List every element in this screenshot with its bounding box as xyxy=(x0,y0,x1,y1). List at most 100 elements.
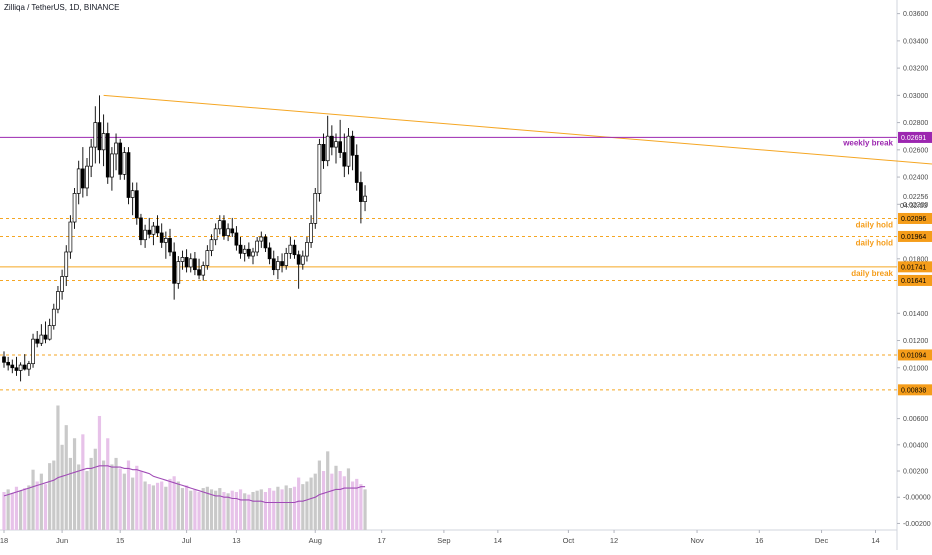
volume-bar xyxy=(85,471,89,530)
volume-bar xyxy=(342,476,346,530)
volume-bar xyxy=(230,490,234,530)
candle-body xyxy=(213,228,218,241)
volume-bar xyxy=(60,444,64,530)
candle-body xyxy=(72,193,77,223)
volume-bar xyxy=(359,484,363,530)
volume-bar xyxy=(218,488,222,530)
price-tick-label: 0.01000 xyxy=(903,365,928,372)
time-tick-label: Sep xyxy=(437,536,450,545)
candle-body xyxy=(22,364,27,370)
candle-body xyxy=(292,244,297,256)
volume-bar xyxy=(176,481,180,530)
volume-bar xyxy=(243,493,247,530)
time-tick-label: 18 xyxy=(0,536,8,545)
volume-bar xyxy=(193,489,197,530)
candle-body xyxy=(288,244,293,254)
candle-body xyxy=(164,238,168,243)
volume-bar xyxy=(209,489,214,530)
candle-body xyxy=(6,361,11,366)
candle-body xyxy=(321,144,326,162)
volume-bar xyxy=(247,494,251,530)
candle-body xyxy=(334,141,338,148)
time-tick-label: 16 xyxy=(755,536,763,545)
candle-body xyxy=(342,152,347,167)
candle-body xyxy=(43,334,48,340)
time-tick-label: Jun xyxy=(56,536,68,545)
candle-body xyxy=(234,232,239,246)
volume-bar xyxy=(234,491,238,530)
candle-body xyxy=(147,229,152,235)
price-level-label: 0.01964 xyxy=(901,234,926,241)
candle-body xyxy=(97,122,102,151)
price-tick-label: 0.02800 xyxy=(903,120,928,127)
volume-bar xyxy=(214,490,218,530)
candle-body xyxy=(27,363,31,370)
volume-bar xyxy=(255,490,259,530)
price-level-label-bg xyxy=(898,230,932,242)
price-tick-label: 0.01200 xyxy=(903,338,928,345)
time-tick-label: Dec xyxy=(815,536,829,545)
candle-body xyxy=(222,220,226,236)
volume-bar xyxy=(222,491,226,530)
volume-bar xyxy=(147,484,151,530)
price-level-label: 0.01641 xyxy=(901,278,926,285)
volume-bar xyxy=(164,486,168,530)
price-tick-label: 0.02600 xyxy=(903,147,928,154)
price-level-label-bg xyxy=(898,274,932,286)
candle-body xyxy=(155,225,160,234)
candle-body xyxy=(305,242,309,257)
candle-body xyxy=(85,165,89,189)
price-level-label: 0.01741 xyxy=(901,264,926,271)
candle-body xyxy=(159,232,164,243)
price-level-label: 0.02096 xyxy=(901,216,926,223)
candle-body xyxy=(176,261,181,284)
candle-body xyxy=(346,135,351,167)
candle-body xyxy=(14,367,19,371)
candle-body xyxy=(217,220,222,230)
candle-body xyxy=(276,261,280,271)
volume-bar xyxy=(313,473,317,530)
candle-body xyxy=(105,133,110,178)
time-tick-label: Aug xyxy=(309,536,322,545)
volume-bar xyxy=(89,457,93,530)
candle-body xyxy=(39,334,44,344)
time-tick-label: Nov xyxy=(690,536,704,545)
volume-bar xyxy=(97,415,102,530)
candle-body xyxy=(180,257,185,262)
volume-moving-average-line xyxy=(3,465,366,504)
volume-bar xyxy=(226,493,230,530)
candle-body xyxy=(184,257,189,268)
candle-body xyxy=(31,338,35,365)
candle-body xyxy=(205,250,210,266)
candle-body xyxy=(172,251,176,284)
volume-bar xyxy=(102,460,106,530)
current-price-label: 0.02256 xyxy=(903,194,928,201)
volume-bar xyxy=(201,488,205,530)
volume-bar xyxy=(180,488,185,530)
candle-body xyxy=(134,190,139,219)
volume-bar xyxy=(330,473,334,530)
candle-body xyxy=(201,265,206,276)
candle-body xyxy=(18,364,23,371)
volume-bar xyxy=(77,464,81,530)
candle-body xyxy=(130,190,135,198)
price-tick-label: 0.03200 xyxy=(903,66,928,73)
volume-bar xyxy=(288,488,292,530)
candle-body xyxy=(309,223,313,243)
descending-trendline xyxy=(103,94,932,165)
price-level-label: 0.01094 xyxy=(901,353,926,360)
volume-bar xyxy=(305,481,309,530)
volume-bar xyxy=(151,485,155,530)
candle-body xyxy=(93,122,98,148)
candle-body xyxy=(51,308,56,326)
candle-body xyxy=(226,228,230,236)
volume-bar xyxy=(19,490,23,530)
time-tick-label: 17 xyxy=(377,536,385,545)
chart-title: Zilliqa / TetherUS, 1D, BINANCE xyxy=(4,3,120,12)
price-level-label-bg xyxy=(898,261,932,273)
candle-body xyxy=(267,247,272,260)
volume-bar xyxy=(72,438,77,530)
volume-bar xyxy=(276,486,280,530)
